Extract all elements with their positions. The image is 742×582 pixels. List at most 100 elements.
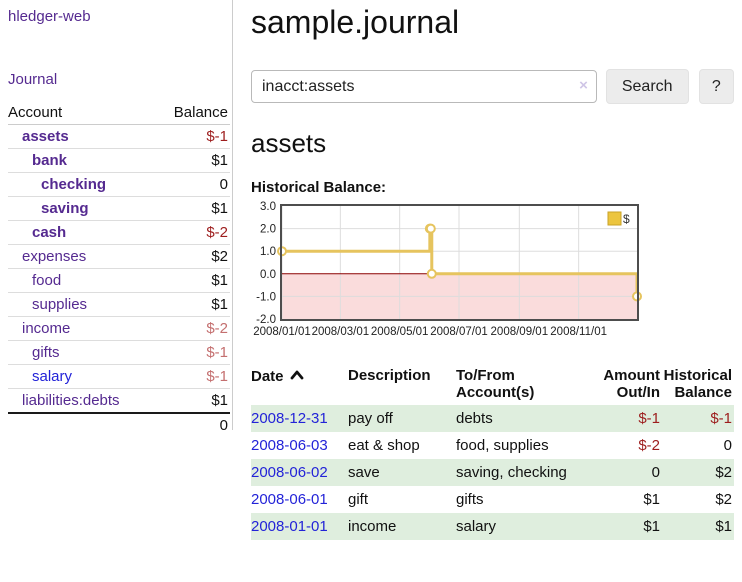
register-header-date-label: Date (251, 368, 284, 385)
account-balance: $-2 (156, 316, 230, 341)
svg-text:2008/07/01: 2008/07/01 (430, 326, 488, 338)
account-link-gifts[interactable]: gifts (32, 344, 60, 361)
app-title-link[interactable]: hledger-web (8, 8, 91, 25)
transaction-description: income (348, 518, 397, 535)
search-bar: × Search ? (251, 69, 734, 104)
register-header-date[interactable]: Date (251, 365, 348, 405)
register-header-row: Date Description To/From Account(s) Amou… (251, 365, 734, 405)
transaction-accounts: debts (456, 410, 493, 427)
account-link-supplies[interactable]: supplies (32, 296, 88, 313)
transaction-date-link[interactable]: 2008-06-01 (251, 491, 328, 508)
register-row: 2008-12-31 pay off debts $-1 $-1 (251, 405, 734, 432)
register-table: Date Description To/From Account(s) Amou… (251, 365, 734, 540)
transaction-accounts: salary (456, 518, 497, 535)
register-header-accounts: To/From Account(s) (456, 367, 535, 401)
svg-text:2.0: 2.0 (260, 224, 276, 236)
svg-text:2008/09/01: 2008/09/01 (491, 326, 549, 338)
svg-text:2008/11/01: 2008/11/01 (550, 326, 607, 338)
accounts-header-balance: Balance (156, 101, 230, 125)
register-row: 2008-06-03 eat & shop food, supplies $-2… (251, 432, 734, 459)
account-link-food[interactable]: food (32, 272, 62, 289)
account-balance: $1 (156, 292, 230, 317)
transaction-accounts: gifts (456, 491, 484, 508)
account-row: saving $1 (8, 196, 230, 221)
search-button[interactable]: Search (605, 69, 689, 104)
account-title: assets (251, 128, 327, 158)
account-balance: $-1 (156, 340, 230, 365)
account-link-expenses[interactable]: expenses (22, 248, 87, 265)
account-link-bank[interactable]: bank (32, 152, 68, 169)
svg-text:1.0: 1.0 (260, 246, 276, 258)
account-link-liabilities-debts[interactable]: liabilities:debts (22, 392, 120, 409)
account-balance: $1 (156, 196, 230, 221)
transaction-date-link[interactable]: 2008-06-02 (251, 464, 328, 481)
transaction-amount: $1 (643, 518, 660, 535)
account-row: cash $-2 (8, 220, 230, 245)
page: hledger-web Journal Account Balance asse… (0, 0, 738, 540)
sidebar-item-journal[interactable]: Journal (8, 71, 58, 88)
help-button[interactable]: ? (698, 69, 734, 104)
sort-ascending-icon (290, 367, 304, 384)
account-link-cash[interactable]: cash (32, 224, 67, 241)
search-input[interactable] (251, 70, 597, 103)
transaction-description: eat & shop (348, 437, 420, 454)
transaction-amount: $-1 (638, 410, 660, 427)
accounts-table: Account Balance assets $-1 bank $1 check… (8, 101, 230, 437)
account-link-checking[interactable]: checking (41, 176, 107, 193)
account-link-income[interactable]: income (22, 320, 71, 337)
account-link-salary[interactable]: salary (32, 368, 73, 385)
svg-text:2008/03/01: 2008/03/01 (312, 326, 370, 338)
sidebar: hledger-web Journal Account Balance asse… (0, 0, 233, 437)
transaction-amount: 0 (651, 464, 660, 481)
account-balance: $2 (156, 244, 230, 269)
account-balance: $1 (156, 388, 230, 413)
account-row: checking 0 (8, 172, 230, 197)
transaction-description: save (348, 464, 380, 481)
svg-text:2008/05/01: 2008/05/01 (371, 326, 429, 338)
balance-chart: 3.0 2.0 1.0 0.0 -1.0 -2.0 2008/01/01 2008/03/01… (251, 201, 734, 347)
transaction-balance: $2 (715, 491, 732, 508)
transaction-amount: $1 (643, 491, 660, 508)
transaction-balance: $2 (715, 464, 732, 481)
transaction-balance: 0 (723, 437, 732, 454)
accounts-total-row: 0 (8, 412, 230, 437)
page-title: sample.journal (251, 4, 460, 40)
account-link-saving[interactable]: saving (41, 200, 89, 217)
transaction-description: gift (348, 491, 369, 508)
account-row: expenses $2 (8, 244, 230, 269)
account-balance: $1 (156, 148, 230, 173)
account-balance: $-1 (156, 364, 230, 389)
account-link-assets[interactable]: assets (22, 128, 69, 145)
account-row: liabilities:debts $1 (8, 388, 230, 413)
account-row: income $-2 (8, 316, 230, 341)
account-balance: $-1 (206, 128, 228, 145)
transaction-description: pay off (348, 410, 393, 427)
svg-text:-2.0: -2.0 (256, 314, 276, 326)
transaction-date-link[interactable]: 2008-12-31 (251, 410, 328, 427)
register-row: 2008-06-02 save saving, checking 0 $2 (251, 459, 734, 486)
account-row: food $1 (8, 268, 230, 293)
register-header-balance: Historical Balance (663, 367, 732, 401)
main-content: sample.journal × Search ? assets Histori… (233, 0, 738, 540)
svg-text:0.0: 0.0 (260, 269, 276, 281)
search-input-wrap: × (251, 70, 597, 103)
transaction-date-link[interactable]: 2008-06-03 (251, 437, 328, 454)
account-row: assets $-1 (8, 125, 230, 149)
transaction-date-link[interactable]: 2008-01-01 (251, 518, 328, 535)
svg-text:3.0: 3.0 (260, 201, 276, 213)
register-header-amount: Amount Out/In (603, 367, 660, 401)
accounts-total-value: 0 (156, 412, 230, 437)
transaction-accounts: food, supplies (456, 437, 549, 454)
account-row: supplies $1 (8, 292, 230, 317)
account-balance: $-2 (156, 220, 230, 245)
account-balance: $1 (156, 268, 230, 293)
account-row: salary $-1 (8, 364, 230, 389)
chart-title: Historical Balance: (251, 179, 387, 196)
transaction-accounts: saving, checking (456, 464, 567, 481)
transaction-balance: $-1 (710, 410, 732, 427)
account-balance: 0 (156, 172, 230, 197)
clear-search-icon[interactable]: × (579, 77, 588, 94)
account-row: bank $1 (8, 148, 230, 173)
register-row: 2008-01-01 income salary $1 $1 (251, 513, 734, 540)
